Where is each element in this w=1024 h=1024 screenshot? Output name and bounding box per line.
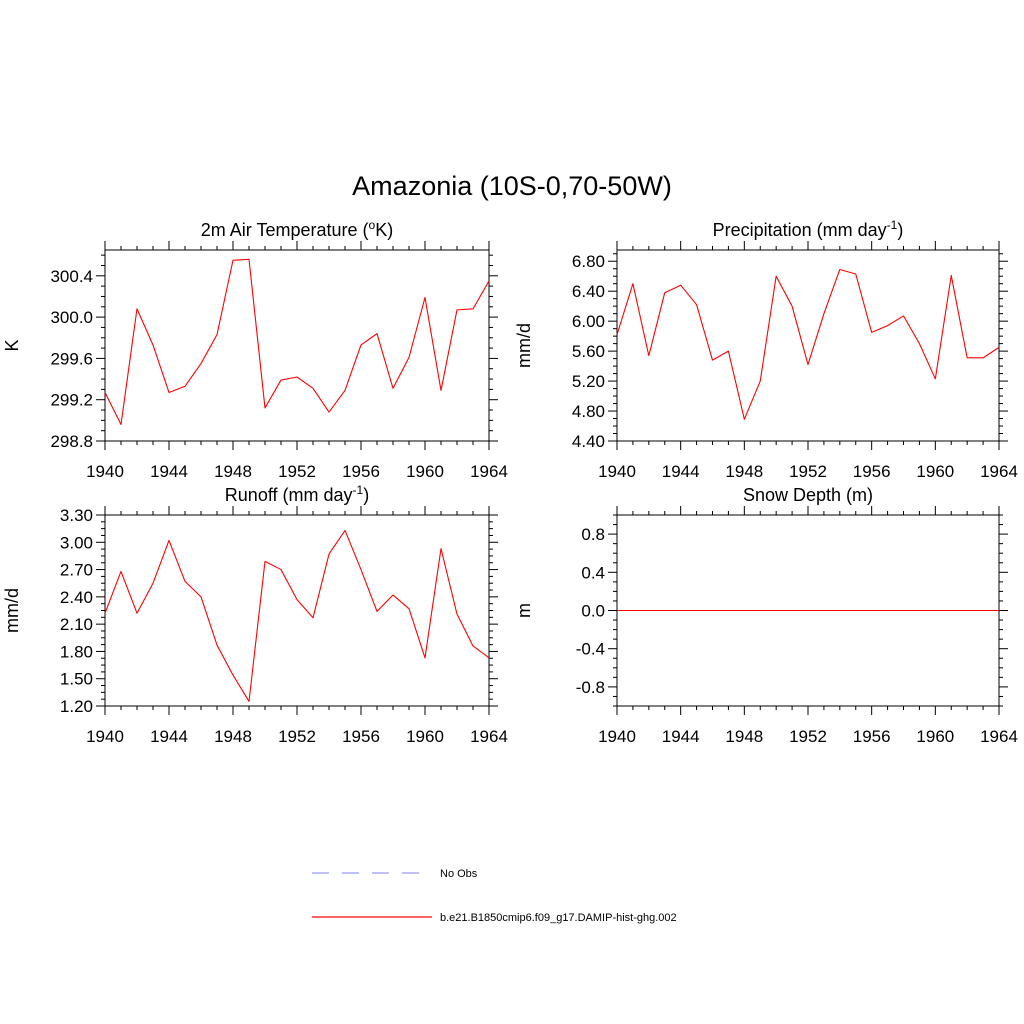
figure-title: Amazonia (10S-0,70-50W) xyxy=(352,171,672,201)
temperature-series-line xyxy=(104,258,490,426)
runoff-xtick-label: 1956 xyxy=(342,727,380,746)
temperature-panel: 1940 1944 1948 1952 1956 1960 1964 298.8 299.2 29… xyxy=(2,218,508,481)
temperature-xtick-label: 1940 xyxy=(86,462,124,481)
runoff-title-superscript: -1 xyxy=(353,483,364,497)
snow-depth-xtick-label: 1964 xyxy=(980,727,1018,746)
runoff-ytick-label: 2.40 xyxy=(60,588,93,607)
runoff-title-text: Runoff (mm day xyxy=(225,485,353,505)
snow-depth-ytick-label: -0.4 xyxy=(576,640,605,659)
runoff-xtick-label: 1964 xyxy=(470,727,508,746)
precipitation-plot-frame xyxy=(616,249,1000,442)
precipitation-xtick-label: 1948 xyxy=(725,462,763,481)
temperature-xtick-label: 1952 xyxy=(278,462,316,481)
runoff-panel-title: Runoff (mm day-1) xyxy=(225,483,369,505)
snow-depth-title-text: Snow Depth (m) xyxy=(743,485,873,505)
snow-depth-ytick-label: -0.8 xyxy=(576,678,605,697)
legend-model-label: b.e21.B1850cmip6.f09_g17.DAMIP-hist-ghg.… xyxy=(440,912,677,924)
temperature-xtick-label: 1948 xyxy=(214,462,252,481)
temperature-plot-frame xyxy=(104,249,490,442)
precipitation-ytick-label: 5.20 xyxy=(572,372,605,391)
precipitation-title-superscript: -1 xyxy=(887,218,898,232)
temperature-ytick-label: 300.0 xyxy=(50,308,93,327)
runoff-ytick-label: 1.20 xyxy=(60,697,93,716)
precipitation-panel-title: Precipitation (mm day-1) xyxy=(713,218,904,240)
snow-depth-ylabel: m xyxy=(514,603,534,618)
precipitation-xtick-label: 1964 xyxy=(980,462,1018,481)
snow-depth-panel: 1940 1944 1948 1952 1956 1960 1964 -0.8 -0.4 0.0 0… xyxy=(514,485,1018,746)
snow-depth-ytick-label: 0.4 xyxy=(581,563,605,582)
panels-group: 1940 1944 1948 1952 1956 1960 1964 298.8 299.2 29… xyxy=(2,218,1018,746)
precipitation-ytick-label: 6.00 xyxy=(572,312,605,331)
temperature-title-suffix: K) xyxy=(375,220,393,240)
runoff-ytick-label: 3.30 xyxy=(60,506,93,525)
snow-depth-xtick-label: 1960 xyxy=(916,727,954,746)
runoff-ytick-label: 1.50 xyxy=(60,670,93,689)
runoff-xtick-label: 1952 xyxy=(278,727,316,746)
legend-obs-label: No Obs xyxy=(440,868,478,880)
snow-depth-ytick-label: 0.0 xyxy=(581,602,605,621)
temperature-xtick-label: 1956 xyxy=(342,462,380,481)
runoff-series-line xyxy=(104,529,490,703)
snow-depth-xtick-label: 1940 xyxy=(598,727,636,746)
snow-depth-xtick-label: 1948 xyxy=(725,727,763,746)
runoff-ytick-label: 2.10 xyxy=(60,615,93,634)
snow-depth-xtick-label: 1952 xyxy=(789,727,827,746)
runoff-xtick-label: 1960 xyxy=(406,727,444,746)
temperature-xtick-label: 1960 xyxy=(406,462,444,481)
precipitation-xtick-label: 1952 xyxy=(789,462,827,481)
runoff-xtick-label: 1944 xyxy=(150,727,188,746)
temperature-ytick-label: 298.8 xyxy=(50,432,93,451)
runoff-panel: 1940 1944 1948 1952 1956 1960 1964 1.20 1.50 1.80… xyxy=(2,483,508,746)
snow-depth-xtick-label: 1956 xyxy=(853,727,891,746)
precipitation-ytick-label: 4.40 xyxy=(572,432,605,451)
snow-depth-xtick-label: 1944 xyxy=(662,727,700,746)
temperature-panel-title: 2m Air Temperature (oK) xyxy=(201,218,393,240)
precipitation-xtick-label: 1956 xyxy=(853,462,891,481)
precipitation-ytick-label: 5.60 xyxy=(572,342,605,361)
precipitation-ytick-label: 6.40 xyxy=(572,282,605,301)
runoff-ytick-label: 1.80 xyxy=(60,642,93,661)
precipitation-ylabel: mm/d xyxy=(514,323,534,368)
runoff-ylabel: mm/d xyxy=(2,588,22,633)
precipitation-series-line xyxy=(616,268,1000,420)
temperature-ytick-label: 299.6 xyxy=(50,349,93,368)
snow-depth-ytick-label: 0.8 xyxy=(581,525,605,544)
temperature-xtick-label: 1944 xyxy=(150,462,188,481)
precipitation-xtick-label: 1940 xyxy=(598,462,636,481)
precipitation-xtick-label: 1944 xyxy=(662,462,700,481)
precipitation-xtick-label: 1960 xyxy=(916,462,954,481)
runoff-xtick-label: 1940 xyxy=(86,727,124,746)
precipitation-title-text: Precipitation (mm day xyxy=(713,220,887,240)
legend: No Obs b.e21.B1850cmip6.f09_g17.DAMIP-hi… xyxy=(312,868,677,924)
temperature-xtick-label: 1964 xyxy=(470,462,508,481)
temperature-ytick-label: 300.4 xyxy=(50,267,93,286)
runoff-ytick-label: 3.00 xyxy=(60,533,93,552)
temperature-ylabel: K xyxy=(2,339,22,351)
precipitation-panel: 1940 1944 1948 1952 1956 1960 1964 4.40 4.80 5.20… xyxy=(514,218,1018,481)
precipitation-ytick-label: 6.80 xyxy=(572,252,605,271)
runoff-ytick-label: 2.70 xyxy=(60,561,93,580)
runoff-title-suffix: ) xyxy=(363,485,369,505)
precipitation-ytick-label: 4.80 xyxy=(572,402,605,421)
runoff-xtick-label: 1948 xyxy=(214,727,252,746)
snow-depth-panel-title: Snow Depth (m) xyxy=(743,485,873,505)
temperature-title-superscript: o xyxy=(369,218,376,232)
temperature-title-text: 2m Air Temperature ( xyxy=(201,220,369,240)
precipitation-title-suffix: ) xyxy=(897,220,903,240)
temperature-ytick-label: 299.2 xyxy=(50,391,93,410)
